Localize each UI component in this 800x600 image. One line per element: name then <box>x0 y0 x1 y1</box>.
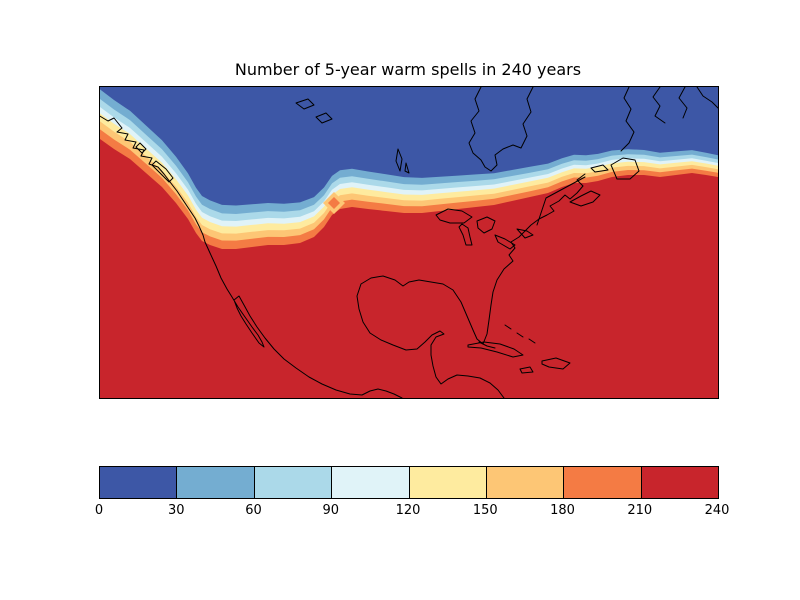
warm-spot-diamond <box>323 192 345 214</box>
colorbar-segment-7 <box>640 467 718 498</box>
colorbar-tick-label-60: 60 <box>245 503 262 518</box>
coastline-nova-scotia <box>569 190 601 207</box>
colorbar-segment-1 <box>176 467 254 498</box>
lake-winnipeg <box>395 148 410 174</box>
map-axes <box>99 86 719 399</box>
great-lakes <box>435 208 534 250</box>
cuba-island <box>467 341 524 358</box>
coastline-newfoundland <box>590 157 640 180</box>
colorbar-segment-3 <box>331 467 409 498</box>
coastline-hudson-bay <box>468 87 534 172</box>
colorbar-tick-label-150: 150 <box>472 503 498 518</box>
colorbar-tick-label-90: 90 <box>322 503 340 518</box>
contour-bands <box>100 87 718 249</box>
contour-band-6 <box>100 87 718 206</box>
coastline <box>100 87 718 398</box>
colorbar-tick-labels: 0 30 60 90 120 150 180 210 240 <box>95 503 730 521</box>
colorbar-tick-label-210: 210 <box>627 503 653 518</box>
colorbar-tick-label-30: 30 <box>167 503 185 518</box>
colorbar-segment-6 <box>563 467 641 498</box>
colorbar-tick-label-0: 0 <box>94 503 104 518</box>
colorbar-segment-2 <box>253 467 332 498</box>
colorbar-segment-0 <box>100 467 177 498</box>
colorbar-tick-label-240: 240 <box>704 503 730 518</box>
coastline-labrador <box>620 87 635 152</box>
coastline-st-lawrence-river <box>536 176 586 226</box>
colorbar-segment-5 <box>485 467 564 498</box>
vancouver-island <box>135 142 174 183</box>
northwest-lakes <box>295 98 333 124</box>
bahamas-and-keys <box>478 324 536 349</box>
figure-title: Number of 5-year warm spells in 240 year… <box>234 60 582 79</box>
hispaniola-island <box>519 357 571 374</box>
arctic-northeast-coast <box>652 87 718 124</box>
colorbar-tick-label-180: 180 <box>550 503 575 518</box>
map-svg <box>100 87 718 398</box>
colorbar-tick-label-120: 120 <box>395 503 421 518</box>
coastline-gulf-atlantic <box>356 173 586 398</box>
colorbar <box>99 466 719 499</box>
colorbar-segment-4 <box>408 467 486 498</box>
